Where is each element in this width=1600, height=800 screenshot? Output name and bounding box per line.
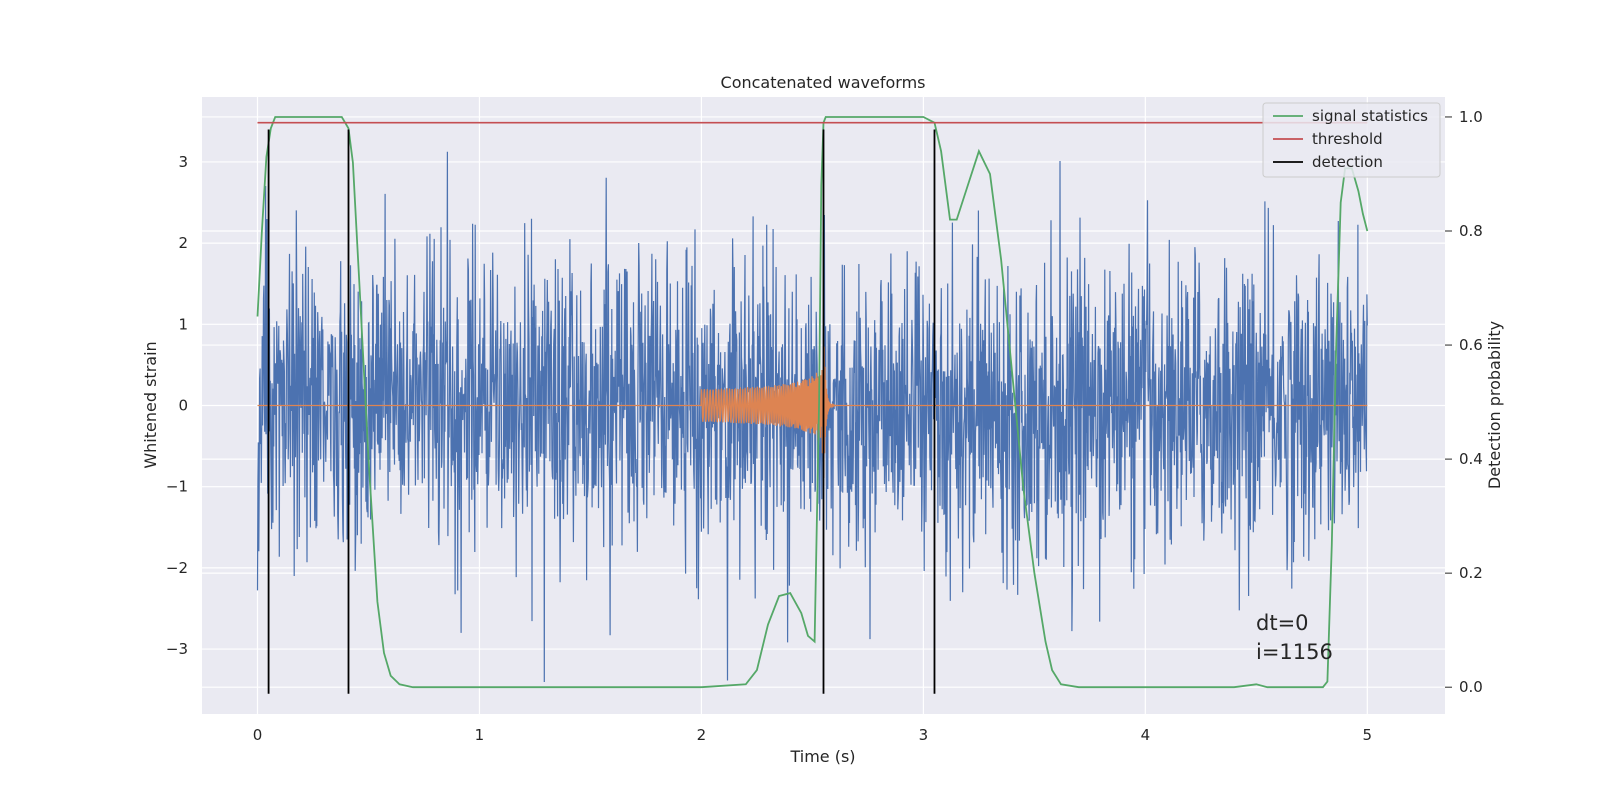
- series-chirp: [257, 346, 1368, 479]
- x-tick-label: 1: [475, 726, 485, 744]
- x-axis-label: Time (s): [789, 747, 855, 766]
- annotation-index: i=1156: [1256, 640, 1333, 664]
- y-tick-label: 0: [178, 397, 188, 415]
- legend: signal statistics threshold detection: [1262, 102, 1441, 178]
- series-whitened-strain: [256, 151, 1368, 683]
- legend-box: [1262, 102, 1441, 178]
- y-tick-label: 3: [178, 153, 188, 171]
- y-tick-label: 1: [178, 315, 188, 333]
- x-tick-label: 4: [1141, 726, 1151, 744]
- plot-area: [256, 116, 1369, 694]
- y-axis-label: Whitened strain: [141, 341, 160, 468]
- y-axis-left: −3 −2 −1 0 1 2 3: [166, 153, 188, 658]
- annotation-dt: dt=0: [1256, 611, 1309, 635]
- x-axis: 0 1 2 3 4 5: [253, 726, 1372, 744]
- x-tick-label: 3: [919, 726, 929, 744]
- y2-tick-label: 0.8: [1459, 222, 1483, 240]
- x-tick-label: 2: [697, 726, 707, 744]
- y-tick-label: 2: [178, 234, 188, 252]
- y2-tick-label: 0.0: [1459, 678, 1483, 696]
- y-tick-label: −2: [166, 559, 188, 577]
- y-tick-label: −3: [166, 640, 188, 658]
- y2-tick-label: 0.2: [1459, 564, 1483, 582]
- chart-title: Concatenated waveforms: [721, 73, 926, 92]
- x-tick-label: 0: [253, 726, 263, 744]
- y-axis-right: 0.0 0.2 0.4 0.6 0.8 1.0: [1445, 108, 1483, 696]
- legend-label-threshold: threshold: [1312, 130, 1383, 148]
- y2-axis-label: Detection probability: [1485, 321, 1504, 489]
- legend-label-detection: detection: [1312, 153, 1383, 171]
- y2-tick-label: 0.4: [1459, 450, 1483, 468]
- series-signal-statistics: [256, 116, 1369, 689]
- y2-tick-label: 0.6: [1459, 336, 1483, 354]
- y-tick-label: −1: [166, 478, 188, 496]
- x-tick-label: 5: [1363, 726, 1373, 744]
- y2-tick-label: 1.0: [1459, 108, 1483, 126]
- legend-label-signal-statistics: signal statistics: [1312, 107, 1428, 125]
